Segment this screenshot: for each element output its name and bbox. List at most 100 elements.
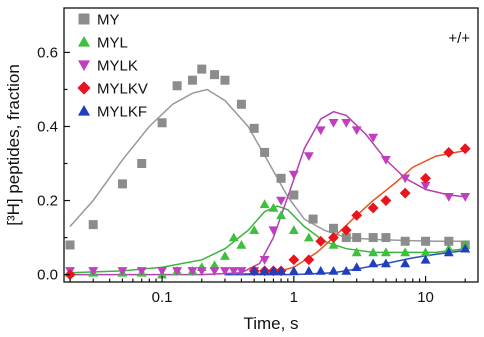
fit-curve-myl [69,205,466,274]
data-point-myl [228,232,239,242]
y-axis-label: [³H] peptides, fraction [4,64,23,226]
data-point-my [400,236,410,246]
data-point-mylk [187,267,198,276]
y-axis-ticks: 0.0 0.2 0.4 0.6 [37,44,70,284]
data-point-mylkv [288,254,300,266]
data-point-mylkv [367,202,379,214]
data-point-myl [368,247,379,257]
legend-marker-mylkf [77,104,91,116]
data-point-mylkv [443,147,455,158]
data-point-my [289,190,299,200]
fit-curve-my [69,88,466,243]
data-point-my [276,173,286,183]
data-point-mylk [209,267,220,276]
legend-label-myl: MYL [97,35,128,52]
data-point-mylkv [420,172,431,184]
data-point-mylk [196,267,207,276]
data-point-mylkf [288,265,299,275]
data-point-my [381,233,391,243]
x-axis-label: Time, s [243,314,298,333]
data-point-my [117,179,127,189]
data-point-my [308,214,318,224]
y-tick-label: 0.0 [37,267,58,284]
legend: MY MYL MYLK MYLKV MYLKF [77,12,148,121]
data-point-myl [400,247,411,257]
data-point-my [368,233,378,243]
legend-marker-mylk [77,60,91,72]
data-point-mylk [443,193,454,202]
data-point-mylkf [276,265,287,275]
data-points [64,64,471,280]
data-point-mylk [228,267,239,276]
legend-label-mylkf: MYLKF [97,104,147,121]
data-point-myl [220,251,230,260]
data-point-mylk [276,196,287,206]
data-point-mylkf [315,265,326,275]
data-point-mylkv [64,269,76,280]
x-tick-label: 0.1 [152,289,173,306]
data-point-myl [249,225,260,234]
x-axis-ticks: 0.1 1 10 [69,276,466,306]
data-point-myl [303,232,314,242]
data-point-my [260,147,270,157]
x-tick-label: 1 [290,289,298,306]
data-point-mylkf [400,258,411,268]
data-point-mylkf [341,265,352,275]
data-point-mylk [368,133,379,143]
data-point-mylk [328,118,339,128]
data-point-mylkv [303,254,315,266]
y-tick-label: 0.4 [37,118,58,135]
legend-marker-my [78,13,90,25]
data-point-mylk [117,267,128,276]
y-tick-label: 0.2 [37,193,58,210]
data-point-mylk [315,126,326,136]
data-point-mylkf [351,262,362,272]
data-point-myl [288,225,299,234]
data-point-mylk [172,267,183,276]
legend-marker-mylkv [77,81,91,95]
data-point-my [328,223,338,233]
data-point-myl [380,247,391,257]
x-tick-label: 10 [417,289,434,306]
data-point-mylkf [303,265,314,275]
data-point-mylk [136,267,147,276]
legend-label-my: MY [97,12,120,29]
data-point-mylk [351,126,362,136]
data-point-my [187,75,197,85]
data-point-mylk [259,255,270,265]
data-point-mylkv [380,195,392,206]
data-point-my [236,99,246,109]
data-point-mylkf [380,258,391,268]
data-point-mylk [220,267,230,276]
data-point-mylkv [351,209,363,221]
data-point-mylk [88,267,99,276]
data-point-my [444,236,454,246]
data-point-my [249,123,259,133]
data-point-my [341,233,351,243]
data-point-mylkv [315,235,327,247]
plot-frame [63,7,479,283]
data-point-myl [236,240,247,249]
data-point-mylk [341,118,352,128]
legend-label-mylk: MYLK [97,58,138,75]
data-point-mylk [236,267,247,276]
data-point-mylkf [259,265,270,275]
data-point-mylkv [328,232,339,243]
data-point-mylkf [268,265,279,275]
data-point-mylkv [399,187,411,199]
data-point-my [88,220,98,230]
data-point-mylk [380,155,391,165]
data-point-my [137,159,147,169]
data-point-my [210,70,220,80]
data-point-mylk [400,174,411,184]
data-point-my [220,75,230,85]
data-point-my [421,236,431,246]
data-point-myl [328,240,339,249]
data-point-mylk [288,170,299,180]
data-point-mylkf [368,258,379,268]
data-point-mylkf [249,265,260,275]
data-point-mylkf [328,265,339,275]
data-point-my [65,240,75,250]
data-point-myl [420,247,431,257]
data-point-mylk [268,226,279,236]
